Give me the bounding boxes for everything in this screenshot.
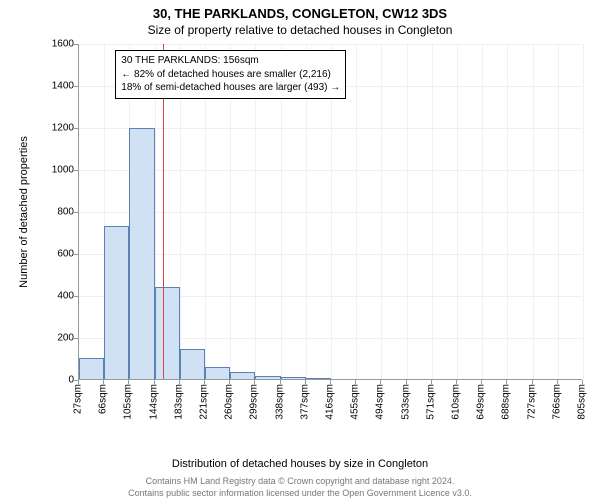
x-tick-label: 27sqm	[73, 384, 84, 414]
histogram-chart: Number of detached properties 30 THE PAR…	[42, 44, 582, 414]
x-tick-label: 183sqm	[173, 384, 184, 420]
y-tick-mark	[74, 296, 78, 297]
x-tick-label: 221sqm	[199, 384, 210, 420]
info-box-line: ← 82% of detached houses are smaller (2,…	[121, 68, 340, 82]
x-tick-label: 144sqm	[148, 384, 159, 420]
x-tick-label: 416sqm	[325, 384, 336, 420]
gridline-v	[583, 44, 584, 379]
page-title: 30, THE PARKLANDS, CONGLETON, CW12 3DS	[0, 0, 600, 21]
y-tick-mark	[74, 170, 78, 171]
histogram-bar	[180, 349, 205, 379]
x-tick-label: 766sqm	[551, 384, 562, 420]
gridline-v	[356, 44, 357, 379]
histogram-bar	[281, 377, 306, 379]
x-tick-label: 260sqm	[224, 384, 235, 420]
x-tick-label: 299sqm	[249, 384, 260, 420]
footer-copyright: Contains HM Land Registry data © Crown c…	[0, 476, 600, 486]
histogram-bar	[104, 226, 129, 379]
y-tick-label: 800	[44, 207, 74, 218]
y-tick-label: 0	[44, 375, 74, 386]
histogram-bar	[255, 376, 280, 379]
footer-licence: Contains public sector information licen…	[0, 488, 600, 498]
x-tick-label: 688sqm	[501, 384, 512, 420]
y-tick-mark	[74, 254, 78, 255]
x-tick-label: 494sqm	[375, 384, 386, 420]
x-tick-label: 805sqm	[577, 384, 588, 420]
x-tick-label: 727sqm	[526, 384, 537, 420]
gridline-v	[482, 44, 483, 379]
x-axis-label: Distribution of detached houses by size …	[0, 458, 600, 470]
plot-area: 30 THE PARKLANDS: 156sqm← 82% of detache…	[78, 44, 582, 380]
histogram-bar	[79, 358, 104, 379]
page-subtitle: Size of property relative to detached ho…	[0, 21, 600, 37]
x-tick-label: 649sqm	[476, 384, 487, 420]
histogram-bar	[306, 378, 331, 379]
y-tick-mark	[74, 128, 78, 129]
info-box-line: 30 THE PARKLANDS: 156sqm	[121, 54, 340, 68]
info-box: 30 THE PARKLANDS: 156sqm← 82% of detache…	[115, 50, 346, 99]
histogram-bar	[230, 372, 255, 379]
y-tick-label: 200	[44, 333, 74, 344]
x-tick-label: 455sqm	[350, 384, 361, 420]
gridline-v	[558, 44, 559, 379]
gridline-v	[457, 44, 458, 379]
gridline-v	[533, 44, 534, 379]
info-box-line: 18% of semi-detached houses are larger (…	[121, 81, 340, 95]
y-tick-label: 1000	[44, 165, 74, 176]
y-tick-label: 1600	[44, 39, 74, 50]
x-tick-label: 338sqm	[274, 384, 285, 420]
y-tick-mark	[74, 86, 78, 87]
x-tick-label: 105sqm	[123, 384, 134, 420]
y-tick-label: 600	[44, 249, 74, 260]
histogram-bar	[155, 287, 180, 379]
x-tick-label: 610sqm	[451, 384, 462, 420]
gridline-v	[507, 44, 508, 379]
y-tick-label: 400	[44, 291, 74, 302]
gridline-v	[407, 44, 408, 379]
y-tick-label: 1400	[44, 81, 74, 92]
y-tick-mark	[74, 338, 78, 339]
y-tick-mark	[74, 212, 78, 213]
histogram-bar	[205, 367, 230, 379]
x-tick-label: 571sqm	[425, 384, 436, 420]
gridline-v	[381, 44, 382, 379]
y-tick-mark	[74, 44, 78, 45]
histogram-bar	[129, 128, 154, 379]
x-tick-label: 533sqm	[400, 384, 411, 420]
gridline-v	[432, 44, 433, 379]
y-tick-label: 1200	[44, 123, 74, 134]
x-tick-label: 66sqm	[98, 384, 109, 414]
x-tick-label: 377sqm	[299, 384, 310, 420]
